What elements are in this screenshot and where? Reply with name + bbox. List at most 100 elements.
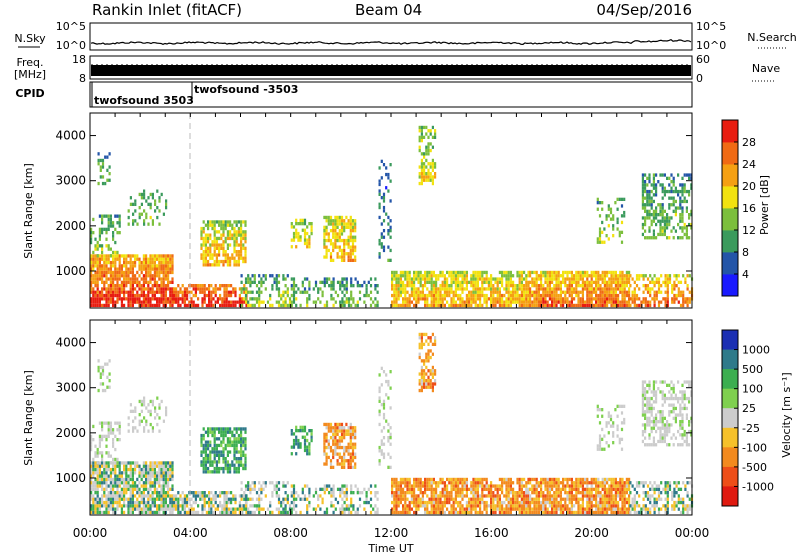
heatmap-cell: [223, 287, 226, 291]
heatmap-cell: [96, 510, 99, 515]
heatmap-cell: [213, 433, 216, 438]
heatmap-cell: [629, 303, 632, 308]
heatmap-cell: [200, 443, 203, 448]
heatmap-cell: [417, 500, 420, 505]
heatmap-cell: [262, 280, 265, 284]
heatmap-cell: [399, 494, 402, 498]
heatmap-cell: [209, 253, 212, 257]
heatmap-cell: [308, 241, 311, 246]
heatmap-cell: [234, 287, 237, 291]
heatmap-cell: [340, 219, 344, 223]
heatmap-cell: [109, 214, 112, 218]
heatmap-cell: [448, 274, 451, 278]
heatmap-cell: [204, 263, 207, 267]
heatmap-cell: [105, 444, 108, 448]
heatmap-cell: [564, 270, 567, 275]
heatmap-cell: [127, 267, 130, 271]
heatmap-cell: [101, 181, 105, 186]
heatmap-cell: [165, 206, 168, 210]
heatmap-cell: [295, 222, 298, 226]
heatmap-cell: [628, 280, 631, 284]
heatmap-cell: [581, 280, 584, 284]
heatmap-cell: [229, 233, 232, 237]
heatmap-cell: [570, 277, 573, 281]
heatmap-cell: [213, 233, 216, 237]
heatmap-cell: [334, 507, 337, 511]
heatmap-cell: [345, 494, 348, 498]
heatmap-cell: [125, 290, 128, 294]
heatmap-cell: [432, 287, 435, 291]
heatmap-cell: [183, 510, 186, 515]
heatmap-cell: [682, 297, 685, 301]
heatmap-cell: [641, 186, 644, 190]
heatmap-cell: [413, 293, 416, 298]
heatmap-cell: [140, 212, 143, 216]
heatmap-cell: [596, 207, 599, 211]
heatmap-cell: [661, 209, 664, 213]
heatmap-cell: [186, 293, 189, 298]
power-colorbar-tick-label: 28: [742, 136, 756, 149]
heatmap-cell: [430, 494, 433, 498]
heatmap-cell: [520, 300, 523, 304]
heatmap-cell: [446, 494, 449, 498]
heatmap-cell: [237, 263, 240, 267]
heatmap-cell: [167, 461, 170, 465]
heatmap-cell: [420, 168, 423, 172]
heatmap-cell: [336, 432, 339, 436]
heatmap-cell: [432, 491, 435, 495]
heatmap-cell: [218, 230, 221, 234]
heatmap-cell: [443, 510, 446, 515]
heatmap-cell: [332, 280, 335, 284]
heatmap-cell: [415, 494, 418, 498]
heatmap-cell: [105, 274, 108, 278]
heatmap-cell: [131, 504, 134, 508]
heatmap-cell: [317, 497, 320, 501]
heatmap-cell: [233, 447, 236, 451]
heatmap-cell: [211, 463, 214, 467]
heatmap-cell: [203, 297, 206, 301]
heatmap-cell: [112, 237, 115, 241]
heatmap-cell: [284, 290, 287, 294]
heatmap-cell: [219, 491, 222, 495]
heatmap-cell: [164, 254, 167, 258]
heatmap-cell: [598, 201, 602, 205]
heatmap-cell: [481, 270, 484, 275]
heatmap-cell: [374, 504, 377, 508]
heatmap-cell: [107, 267, 110, 271]
heatmap-cell: [553, 293, 556, 298]
heatmap-cell: [123, 303, 126, 308]
heatmap-cell: [430, 477, 433, 482]
heatmap-cell: [132, 219, 135, 223]
heatmap-cell: [237, 450, 240, 454]
heatmap-cell: [221, 510, 224, 515]
heatmap-cell: [518, 274, 521, 278]
heatmap-cell: [103, 464, 106, 468]
heatmap-cell: [673, 280, 676, 284]
heatmap-cell: [138, 413, 141, 417]
heatmap-cell: [661, 206, 664, 210]
heatmap-cell: [292, 277, 296, 281]
heatmap-cell: [323, 510, 326, 515]
heatmap-cell: [92, 504, 95, 508]
heatmap-cell: [156, 215, 159, 220]
heatmap-cell: [334, 232, 337, 236]
heatmap-cell: [345, 432, 348, 436]
heatmap-cell: [244, 443, 247, 448]
heatmap-cell: [158, 494, 161, 498]
heatmap-cell: [340, 222, 344, 226]
heatmap-cell: [244, 280, 248, 284]
heatmap-cell: [104, 388, 107, 393]
heatmap-cell: [125, 471, 128, 475]
heatmap-cell: [399, 484, 402, 488]
heatmap-cell: [457, 274, 460, 278]
heatmap-cell: [323, 442, 326, 446]
heatmap-cell: [202, 259, 205, 264]
heatmap-cell: [229, 470, 232, 474]
heatmap-cell: [101, 372, 105, 376]
heatmap-cell: [446, 270, 449, 275]
heatmap-cell: [127, 222, 130, 226]
heatmap-cell: [345, 429, 348, 433]
heatmap-cell: [655, 293, 658, 298]
heatmap-cell: [98, 274, 101, 278]
heatmap-cell: [116, 477, 119, 482]
